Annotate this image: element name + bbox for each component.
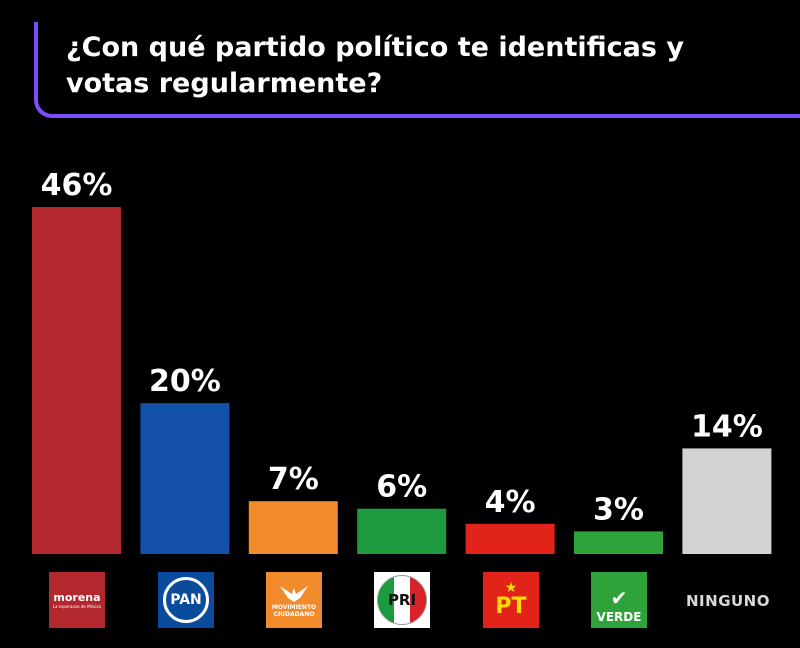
- value-label-morena: 46%: [41, 168, 113, 203]
- bar-pt: [465, 523, 555, 554]
- mc-logo-line1: MOVIMIENTO: [271, 604, 317, 611]
- title-frame: [34, 22, 800, 118]
- value-label-ninguno: 14%: [691, 409, 763, 444]
- pan-logo: PAN: [158, 572, 214, 628]
- morena-logo-subtext: La esperanza de México: [52, 603, 102, 609]
- verde-toucan-logo: ✔ VERDE: [591, 572, 647, 628]
- value-label-pri: 6%: [376, 470, 427, 505]
- value-label-verde: 3%: [593, 492, 644, 527]
- chart-title: ¿Con qué partido político te identificas…: [66, 32, 684, 99]
- bar-ninguno: [682, 448, 772, 554]
- pri-logo-text: PRI: [377, 575, 427, 625]
- eagle-icon: [280, 586, 308, 602]
- toucan-icon: ✔: [610, 586, 628, 610]
- star-icon: ★: [504, 580, 518, 596]
- mc-eagle-logo: MOVIMIENTO CIUDADANO: [266, 572, 322, 628]
- bar-morena: [32, 207, 121, 554]
- pan-logo-text: PAN: [163, 577, 209, 623]
- bar-verde: [574, 531, 663, 554]
- bar-pri: [357, 508, 447, 554]
- value-label-movimiento-ciudadano: 7%: [268, 462, 319, 497]
- verde-logo-text: VERDE: [596, 610, 642, 624]
- mc-logo-line2: CIUDADANO: [273, 611, 315, 618]
- ninguno-label: NINGUNO: [686, 592, 770, 610]
- morena-logo-text: morena: [53, 590, 101, 604]
- value-label-pan: 20%: [149, 364, 221, 399]
- pt-logo-text: PT: [495, 594, 527, 619]
- pri-logo: PRI: [374, 572, 430, 628]
- value-label-pt: 4%: [485, 485, 536, 520]
- pt-star-logo: ★ PT: [483, 572, 539, 628]
- bar-movimiento-ciudadano: [248, 501, 338, 554]
- morena-logo: morena La esperanza de México: [49, 572, 105, 628]
- bar-pan: [140, 403, 230, 554]
